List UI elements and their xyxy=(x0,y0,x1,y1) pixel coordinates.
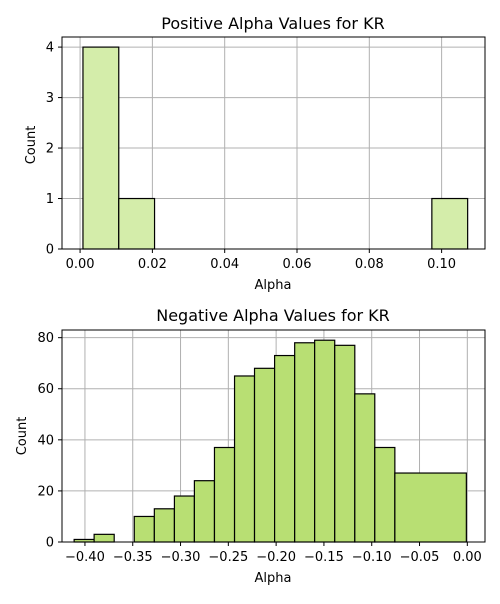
chart-title: Negative Alpha Values for KR xyxy=(156,306,390,325)
axes-frame xyxy=(61,329,486,543)
y-tick-label: 3 xyxy=(46,91,54,106)
histogram-bar xyxy=(153,508,176,543)
y-axis-label: Count xyxy=(15,417,30,456)
x-tick-label: −0.30 xyxy=(161,550,201,565)
histogram-bar xyxy=(394,472,467,543)
y-tick-label: 0 xyxy=(46,536,54,551)
positive-alpha-histogram: Positive Alpha Values for KR 0.00 0.02 0.0… xyxy=(24,14,486,293)
x-tick-label: −0.10 xyxy=(352,550,392,565)
chart-title: Positive Alpha Values for KR xyxy=(161,14,384,33)
y-tick-label: 0 xyxy=(46,243,54,258)
x-tick-label: 0.00 xyxy=(453,550,482,565)
x-tick-label: 0.04 xyxy=(210,257,239,272)
x-tick-label: −0.05 xyxy=(400,550,440,565)
x-tick-label: 0.02 xyxy=(138,257,167,272)
x-tick-label: −0.35 xyxy=(113,550,153,565)
histogram-bar xyxy=(118,197,156,250)
histogram-bar xyxy=(354,393,376,543)
x-tick-label: 0.08 xyxy=(355,257,384,272)
histogram-bar xyxy=(193,480,216,543)
x-tick-label: −0.15 xyxy=(304,550,344,565)
y-axis-label: Count xyxy=(24,126,39,165)
x-axis-label: Alpha xyxy=(255,278,292,293)
x-tick-label: 0.06 xyxy=(283,257,312,272)
histogram-bar xyxy=(294,342,316,543)
y-tick-label: 40 xyxy=(37,433,54,448)
bars xyxy=(82,46,469,250)
negative-alpha-histogram: Negative Alpha Values for KR −0.40 −0.35−… xyxy=(15,306,486,586)
histogram-bar xyxy=(273,354,296,543)
y-tick-label: 20 xyxy=(37,484,54,499)
histogram-bar xyxy=(374,446,396,543)
x-tick-label: −0.25 xyxy=(208,550,248,565)
histogram-bar xyxy=(431,197,469,250)
histogram-bar xyxy=(233,375,256,543)
y-tick-label: 80 xyxy=(37,331,54,346)
bars xyxy=(73,339,467,543)
x-axis-label: Alpha xyxy=(255,571,292,586)
y-tick-label: 1 xyxy=(46,192,54,207)
histogram-bar xyxy=(173,495,195,543)
axes-frame xyxy=(61,36,486,250)
x-tick-label: 0.00 xyxy=(66,257,95,272)
x-tick-label: −0.40 xyxy=(65,550,105,565)
x-axis-ticks: 0.00 0.02 0.04 0.06 0.08 0.10 xyxy=(66,249,456,272)
histogram-bar xyxy=(213,446,236,543)
histogram-bar xyxy=(314,339,336,543)
histogram-bar xyxy=(93,533,115,543)
y-tick-label: 4 xyxy=(46,41,54,56)
y-tick-label: 60 xyxy=(37,382,54,397)
x-tick-label: −0.20 xyxy=(256,550,296,565)
histogram-bar xyxy=(133,515,155,543)
histogram-bar xyxy=(334,344,356,543)
y-axis-ticks: 0 1 2 3 4 xyxy=(46,41,62,258)
histogram-bar xyxy=(82,46,120,250)
histogram-bar xyxy=(253,367,276,543)
x-axis-ticks: −0.40 −0.35 −0.30 −0.25 −0.20 −0.15 −0.10 −0.05… xyxy=(65,542,482,565)
y-axis-ticks: 0 20 40 60 80 xyxy=(37,331,62,551)
y-tick-label: 2 xyxy=(46,142,54,157)
x-tick-label: 0.10 xyxy=(427,257,456,272)
